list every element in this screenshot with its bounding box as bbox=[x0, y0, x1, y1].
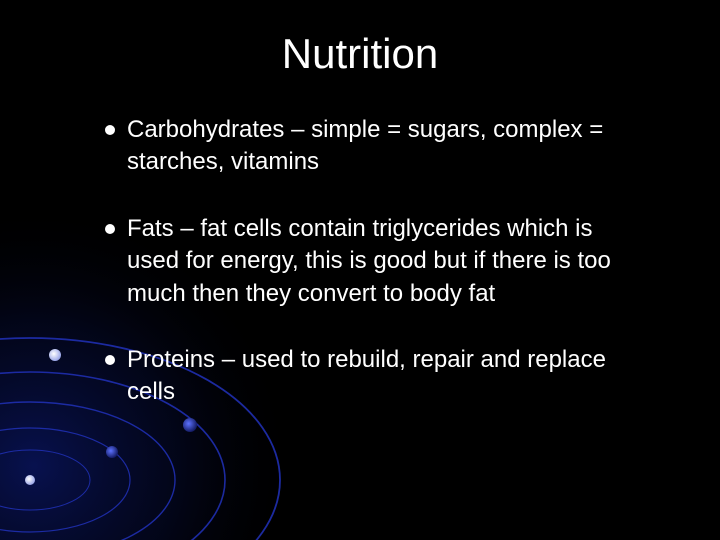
bullet-text: Fats – fat cells contain triglycerides w… bbox=[127, 215, 611, 307]
bullet-text: Proteins – used to rebuild, repair and r… bbox=[127, 346, 606, 405]
bullet-item: Fats – fat cells contain triglycerides w… bbox=[105, 213, 650, 310]
bullet-item: Carbohydrates – simple = sugars, complex… bbox=[105, 114, 650, 179]
slide: Nutrition Carbohydrates – simple = sugar… bbox=[0, 0, 720, 540]
bullet-item: Proteins – used to rebuild, repair and r… bbox=[105, 344, 650, 409]
bullet-list: Carbohydrates – simple = sugars, complex… bbox=[105, 114, 650, 409]
bullet-text: Carbohydrates – simple = sugars, complex… bbox=[127, 116, 603, 175]
slide-title: Nutrition bbox=[70, 30, 650, 78]
